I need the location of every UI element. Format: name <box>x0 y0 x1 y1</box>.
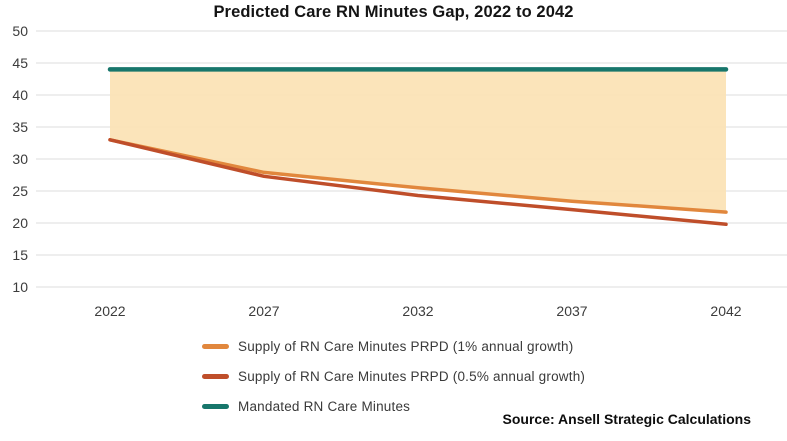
legend-swatch-supply-1pct-line-icon <box>202 343 229 349</box>
x-tick-label-2042: 2042 <box>710 303 741 319</box>
y-tick-label-20: 20 <box>12 215 28 231</box>
x-tick-label-2027: 2027 <box>248 303 279 319</box>
chart-title: Predicted Care RN Minutes Gap, 2022 to 2… <box>213 3 574 21</box>
legend-swatch-mandated-line-icon <box>202 403 229 409</box>
legend-label-supply-1pct: Supply of RN Care Minutes PRPD (1% annua… <box>238 338 574 354</box>
y-tick-label-50: 50 <box>12 23 28 39</box>
y-tick-label-40: 40 <box>12 87 28 103</box>
y-tick-label-15: 15 <box>12 247 28 263</box>
legend-item-mandated: Mandated RN Care Minutes <box>202 396 585 416</box>
y-tick-label-45: 45 <box>12 55 28 71</box>
legend-label-supply-05pct: Supply of RN Care Minutes PRPD (0.5% ann… <box>238 368 586 384</box>
x-tick-label-2032: 2032 <box>402 303 433 319</box>
x-tick-label-2022: 2022 <box>94 303 125 319</box>
legend-item-supply-1pct: Supply of RN Care Minutes PRPD (1% annua… <box>202 336 585 356</box>
source-note: Source: Ansell Strategic Calculations <box>502 411 751 427</box>
gap-area <box>110 69 726 213</box>
y-tick-label-25: 25 <box>12 183 28 199</box>
legend-label-mandated: Mandated RN Care Minutes <box>238 398 411 414</box>
series-line-supply_1pct <box>108 138 728 214</box>
y-tick-label-10: 10 <box>12 279 28 295</box>
y-tick-label-30: 30 <box>12 151 28 167</box>
legend-swatch-supply-05pct-line-icon <box>202 373 229 379</box>
legend: Supply of RN Care Minutes PRPD (1% annua… <box>202 336 585 416</box>
legend-item-supply-05pct: Supply of RN Care Minutes PRPD (0.5% ann… <box>202 366 585 386</box>
line-chart: 10 15 20 25 30 35 40 45 50 2022 2027 2032 2037 2042 <box>12 23 787 319</box>
x-tick-label-2037: 2037 <box>556 303 587 319</box>
y-tick-label-35: 35 <box>12 119 28 135</box>
series-line-supply_05pct <box>108 138 728 227</box>
